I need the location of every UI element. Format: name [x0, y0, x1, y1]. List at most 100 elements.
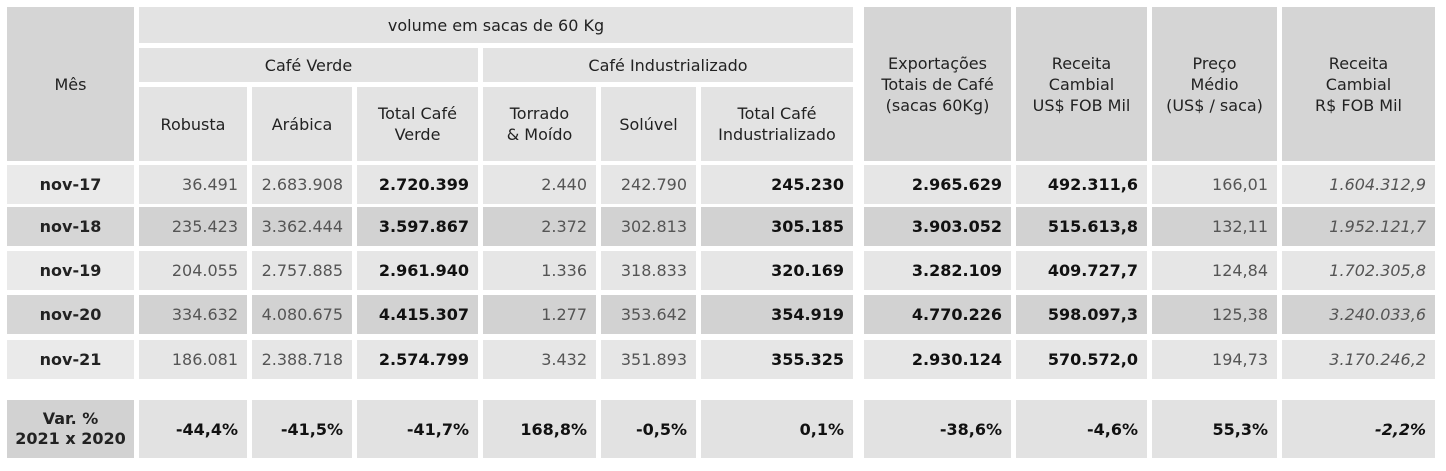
cell-preco: 124,84	[1152, 251, 1277, 290]
cell-preco: 125,38	[1152, 295, 1277, 334]
header-robusta-label: Robusta	[160, 114, 226, 134]
cell-value: 2.440	[541, 175, 587, 194]
cell-soluvel: 318.833	[601, 251, 696, 290]
row-month-label: nov-20	[39, 305, 102, 324]
cell-value: 2.720.399	[378, 175, 469, 194]
header-total-ind-line1: Total Café	[737, 104, 817, 123]
variation-label: Var. % 2021 x 2020	[7, 400, 134, 458]
cell-soluvel: 353.642	[601, 295, 696, 334]
cell-value: 302.813	[620, 217, 687, 236]
header-cafe-verde: Café Verde	[139, 48, 478, 82]
header-preco-line2: Médio	[1190, 74, 1239, 94]
row-month-label: nov-17	[39, 175, 102, 194]
cell-value: 1.336	[541, 261, 587, 280]
cell-value: 3.170.246,2	[1329, 350, 1426, 369]
cell-robusta: 204.055	[139, 251, 247, 290]
cell-value: 515.613,8	[1047, 217, 1138, 236]
cell-value: 3.597.867	[378, 217, 469, 236]
cell-value: 166,01	[1212, 175, 1268, 194]
header-rec-usd-line2: Cambial	[1048, 74, 1115, 94]
cell-total-verde: 2.720.399	[357, 165, 478, 204]
header-rec-brl-line2: Cambial	[1325, 74, 1392, 94]
header-export: Exportações Totais de Café (sacas 60Kg)	[864, 7, 1011, 161]
row-month-label: nov-21	[39, 350, 102, 369]
cell-arabica: 4.080.675	[252, 295, 352, 334]
variation-value: -41,7%	[406, 419, 469, 439]
row-month: nov-19	[7, 251, 134, 290]
cell-total-ind: 320.169	[701, 251, 853, 290]
header-export-line3: (sacas 60Kg)	[885, 95, 990, 115]
row-month: nov-20	[7, 295, 134, 334]
cell-export: 3.903.052	[864, 207, 1011, 246]
variation-soluvel: -0,5%	[601, 400, 696, 458]
cell-value: 245.230	[771, 175, 844, 194]
cell-value: 242.790	[620, 175, 687, 194]
cell-rec-brl: 3.170.246,2	[1282, 340, 1435, 379]
cell-value: 334.632	[171, 305, 238, 324]
cell-rec-brl: 1.604.312,9	[1282, 165, 1435, 204]
cell-value: 2.683.908	[261, 175, 343, 194]
header-volume-label: volume em sacas de 60 Kg	[387, 15, 605, 35]
cell-total-ind: 305.185	[701, 207, 853, 246]
cell-value: 355.325	[771, 350, 844, 369]
cell-value: 3.432	[541, 350, 587, 369]
cell-rec-usd: 570.572,0	[1016, 340, 1147, 379]
cell-value: 3.903.052	[911, 217, 1002, 236]
cell-value: 492.311,6	[1047, 175, 1138, 194]
cell-value: 2.965.629	[911, 175, 1002, 194]
header-rec-usd-line3: US$ FOB Mil	[1032, 95, 1131, 115]
cell-value: 1.702.305,8	[1329, 261, 1426, 280]
header-arabica: Arábica	[252, 87, 352, 161]
variation-value: -44,4%	[175, 419, 238, 439]
cell-value: 4.415.307	[378, 305, 469, 324]
cell-soluvel: 302.813	[601, 207, 696, 246]
header-total-ind-text: Total Café Industrializado	[718, 103, 836, 145]
header-export-text: Exportações Totais de Café (sacas 60Kg)	[881, 53, 993, 116]
cell-preco: 194,73	[1152, 340, 1277, 379]
header-rec-usd: Receita Cambial US$ FOB Mil	[1016, 7, 1147, 161]
cell-rec-brl: 1.952.121,7	[1282, 207, 1435, 246]
cell-value: 2.757.885	[261, 261, 343, 280]
cell-preco: 166,01	[1152, 165, 1277, 204]
cell-arabica: 2.757.885	[252, 251, 352, 290]
header-arabica-label: Arábica	[271, 114, 333, 134]
cell-preco: 132,11	[1152, 207, 1277, 246]
cell-value: 570.572,0	[1047, 350, 1138, 369]
variation-rec-brl: -2,2%	[1282, 400, 1435, 458]
header-torrado-text: Torrado & Moído	[507, 103, 573, 145]
header-rec-brl-line1: Receita	[1328, 53, 1389, 73]
variation-total-ind: 0,1%	[701, 400, 853, 458]
cell-value: 3.240.033,6	[1329, 305, 1426, 324]
header-preco-text: Preço Médio (US$ / saca)	[1166, 53, 1263, 116]
header-torrado: Torrado & Moído	[483, 87, 596, 161]
header-soluvel: Solúvel	[601, 87, 696, 161]
cell-value: 1.952.121,7	[1329, 217, 1426, 236]
cell-rec-brl: 3.240.033,6	[1282, 295, 1435, 334]
cell-torrado: 2.440	[483, 165, 596, 204]
variation-value: 168,8%	[520, 419, 587, 439]
cell-arabica: 2.683.908	[252, 165, 352, 204]
cell-value: 125,38	[1212, 305, 1268, 324]
cell-value: 1.604.312,9	[1329, 175, 1426, 194]
cell-value: 204.055	[171, 261, 238, 280]
header-total-verde-line1: Total Café	[378, 104, 457, 123]
header-total-verde-text: Total Café Verde	[378, 103, 457, 145]
cell-value: 351.893	[620, 350, 687, 369]
cell-total-verde: 3.597.867	[357, 207, 478, 246]
cell-torrado: 2.372	[483, 207, 596, 246]
header-rec-brl-text: Receita Cambial R$ FOB Mil	[1315, 53, 1402, 116]
variation-arabica: -41,5%	[252, 400, 352, 458]
cell-rec-brl: 1.702.305,8	[1282, 251, 1435, 290]
cell-value: 2.930.124	[911, 350, 1002, 369]
variation-label-line1: Var. %	[42, 409, 99, 428]
header-mes: Mês	[7, 7, 134, 161]
variation-label-text: Var. % 2021 x 2020	[15, 409, 126, 449]
cell-value: 3.282.109	[911, 261, 1002, 280]
cell-value: 194,73	[1212, 350, 1268, 369]
cell-total-verde: 2.961.940	[357, 251, 478, 290]
cell-value: 353.642	[620, 305, 687, 324]
cell-export: 4.770.226	[864, 295, 1011, 334]
cell-torrado: 1.277	[483, 295, 596, 334]
header-soluvel-label: Solúvel	[619, 114, 678, 134]
header-preco-line3: (US$ / saca)	[1166, 95, 1263, 115]
